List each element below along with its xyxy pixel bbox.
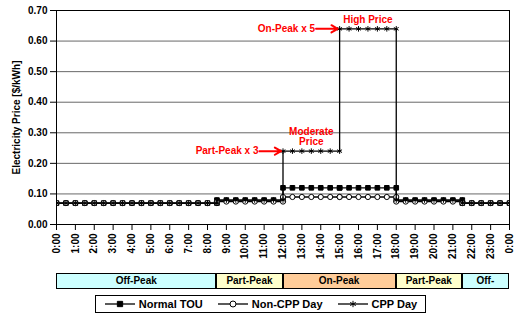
svg-text:19:00: 19:00 [409,233,420,259]
svg-text:18:00: 18:00 [390,233,401,259]
svg-text:3:00: 3:00 [107,233,118,253]
svg-text:5:00: 5:00 [145,233,156,253]
svg-text:0.40: 0.40 [28,96,48,107]
svg-text:1:00: 1:00 [70,233,81,253]
svg-text:ModeratePrice: ModeratePrice [289,126,334,147]
html-text:Part-Peak: Part-Peak [405,275,452,286]
html-text:Normal TOU: Normal TOU [138,298,203,310]
html-text:Part-Peak: Part-Peak [226,275,273,286]
svg-text:17:00: 17:00 [372,233,383,259]
html-text:Non-CPP Day: Non-CPP Day [251,298,323,310]
svg-text:0.60: 0.60 [28,35,48,46]
svg-text:Part-Peak x 3: Part-Peak x 3 [196,145,259,156]
svg-text:0.10: 0.10 [28,188,48,199]
svg-text:9:00: 9:00 [221,233,232,253]
svg-text:8:00: 8:00 [202,233,213,253]
svg-text:10:00: 10:00 [239,233,250,259]
svg-text:20:00: 20:00 [428,233,439,259]
svg-text:7:00: 7:00 [183,233,194,253]
svg-text:0.30: 0.30 [28,127,48,138]
svg-text:6:00: 6:00 [164,233,175,253]
svg-text:0.20: 0.20 [28,158,48,169]
html-text:CPP Day: CPP Day [371,298,418,310]
svg-text:21:00: 21:00 [447,233,458,259]
svg-text:0:00: 0:00 [51,233,62,253]
svg-text:23:00: 23:00 [485,233,496,259]
svg-text:4:00: 4:00 [126,233,137,253]
svg-text:Electricity Price [$/kWh]: Electricity Price [$/kWh] [11,61,22,175]
svg-text:High Price: High Price [343,14,393,25]
svg-text:2:00: 2:00 [88,233,99,253]
svg-text:On-Peak x 5: On-Peak x 5 [258,23,316,34]
svg-text:0:00: 0:00 [504,233,515,253]
svg-text:22:00: 22:00 [466,233,477,259]
svg-text:13:00: 13:00 [296,233,307,259]
html-text:Off-: Off- [476,275,495,286]
svg-text:11:00: 11:00 [258,233,269,258]
svg-text:14:00: 14:00 [315,233,326,259]
svg-text:0.70: 0.70 [28,5,48,16]
svg-text:16:00: 16:00 [353,233,364,259]
svg-text:0.50: 0.50 [28,66,48,77]
svg-text:12:00: 12:00 [277,233,288,259]
html-text:On-Peak: On-Peak [318,275,360,286]
svg-text:15:00: 15:00 [334,233,345,259]
svg-text:0.00: 0.00 [28,219,48,230]
html-text:Off-Peak: Off-Peak [115,275,157,286]
